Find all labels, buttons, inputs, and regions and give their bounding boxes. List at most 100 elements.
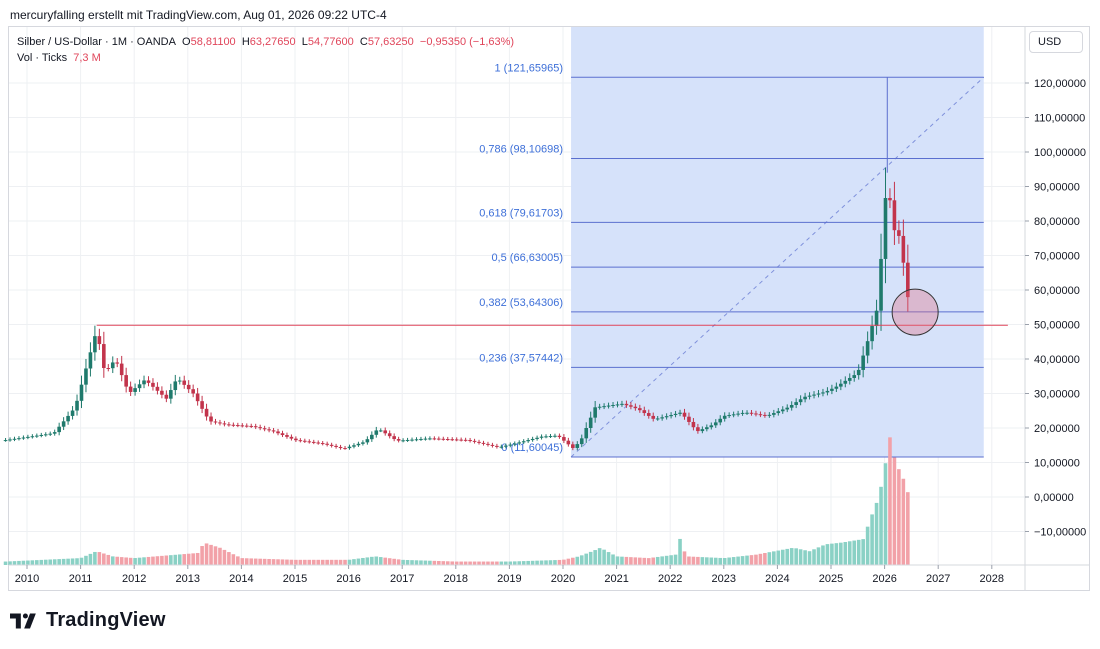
volume-bar xyxy=(119,557,124,565)
volume-bar xyxy=(588,551,593,565)
candle-body xyxy=(352,445,356,447)
candle-body xyxy=(879,258,883,311)
price-tick-label: 30,00000 xyxy=(1034,389,1080,401)
volume-bar xyxy=(361,557,365,565)
low-value: 54,77600 xyxy=(307,36,354,48)
volume-bar xyxy=(512,561,517,565)
volume-bar xyxy=(678,538,682,565)
volume-bar xyxy=(897,469,901,565)
legend-price-row: Silber / US-Dollar · 1M · OANDA O58,8110… xyxy=(17,34,514,50)
volume-bar xyxy=(374,556,379,565)
volume-bar xyxy=(553,560,557,565)
volume-bar xyxy=(575,556,580,565)
candle-body xyxy=(445,439,450,441)
volume-bar xyxy=(812,549,816,565)
candle-body xyxy=(566,440,571,445)
volume-label[interactable]: Vol · Ticks xyxy=(17,52,68,64)
volume-bar xyxy=(173,554,178,565)
volume-bar xyxy=(329,559,334,565)
volume-bar xyxy=(691,556,696,565)
candle-body xyxy=(93,336,97,353)
volume-bar xyxy=(709,557,714,565)
volume-bar xyxy=(803,550,807,565)
candle-body xyxy=(897,230,901,236)
volume-bar xyxy=(191,553,195,565)
candle-body xyxy=(512,443,517,445)
volume-bar xyxy=(48,559,53,565)
time-tick-label: 2021 xyxy=(604,573,628,585)
volume-bar xyxy=(8,561,12,565)
candle-body xyxy=(195,393,200,402)
change-value: −0,95350 (−1,63%) xyxy=(419,36,515,48)
candle-body xyxy=(182,380,187,385)
volume-bar xyxy=(539,560,544,565)
volume-bar xyxy=(285,559,289,565)
candle-body xyxy=(794,402,798,405)
symbol-label[interactable]: Silber / US-Dollar · 1M · OANDA xyxy=(17,36,176,48)
volume-bar xyxy=(240,558,245,565)
fib-region xyxy=(571,27,984,457)
candle-body xyxy=(128,386,133,392)
candle-body xyxy=(575,444,580,448)
volume-bar xyxy=(177,554,182,565)
high-value: 63,27650 xyxy=(249,36,296,48)
candle-body xyxy=(825,390,830,393)
volume-bar xyxy=(843,542,848,565)
volume-bar xyxy=(521,561,526,565)
candle-body xyxy=(687,416,691,422)
volume-bar xyxy=(615,556,620,565)
candle-body xyxy=(749,412,754,414)
candle-body xyxy=(722,415,727,419)
candle-body xyxy=(383,430,388,434)
candle-body xyxy=(843,380,848,384)
currency-button[interactable]: USD xyxy=(1029,31,1083,53)
volume-bar xyxy=(392,558,396,565)
candle-body xyxy=(521,441,526,443)
candle-body xyxy=(39,434,44,436)
tradingview-brand[interactable]: TradingView xyxy=(10,609,166,632)
volume-bar xyxy=(271,559,276,565)
volume-bar xyxy=(387,558,392,565)
volume-bar xyxy=(410,560,414,565)
volume-bar xyxy=(142,557,146,565)
volume-bar xyxy=(557,559,562,565)
time-tick-label: 2015 xyxy=(283,573,307,585)
volume-series xyxy=(3,437,910,565)
volume-bar xyxy=(821,545,825,565)
volume-bar xyxy=(137,557,142,565)
time-tick-label: 2020 xyxy=(551,573,575,585)
low-label: L xyxy=(301,36,308,48)
candle-body xyxy=(660,417,664,419)
time-tick-label: 2027 xyxy=(926,573,950,585)
candle-body xyxy=(169,390,173,399)
candle-body xyxy=(865,341,870,356)
volume-bar xyxy=(477,561,481,565)
volume-bar xyxy=(401,559,405,565)
candle-body xyxy=(539,436,544,438)
volume-bar xyxy=(499,561,504,565)
candle-body xyxy=(562,437,566,441)
chart-legend: Silber / US-Dollar · 1M · OANDA O58,8110… xyxy=(17,34,514,66)
candle-body xyxy=(35,435,39,437)
volume-bar xyxy=(789,548,794,565)
candle-body xyxy=(776,411,781,414)
fib-level-label: 0,382 (53,64306) xyxy=(479,297,563,309)
fib-level-label: 1 (121,65965) xyxy=(495,62,564,74)
close-value: 57,63250 xyxy=(367,36,414,48)
candle-body xyxy=(736,413,740,415)
candle-body xyxy=(414,439,419,441)
volume-bar xyxy=(740,556,745,565)
candle-body xyxy=(88,352,93,369)
candle-body xyxy=(419,438,423,440)
candle-body xyxy=(320,443,325,445)
volume-bar xyxy=(3,561,8,565)
volume-bar xyxy=(504,561,508,565)
candle-body xyxy=(821,392,825,394)
candle-body xyxy=(772,413,776,415)
candle-body xyxy=(517,442,522,444)
volume-bar xyxy=(767,552,772,565)
candle-body xyxy=(200,401,204,409)
volume-bar xyxy=(88,553,93,565)
volume-bar xyxy=(646,558,651,565)
